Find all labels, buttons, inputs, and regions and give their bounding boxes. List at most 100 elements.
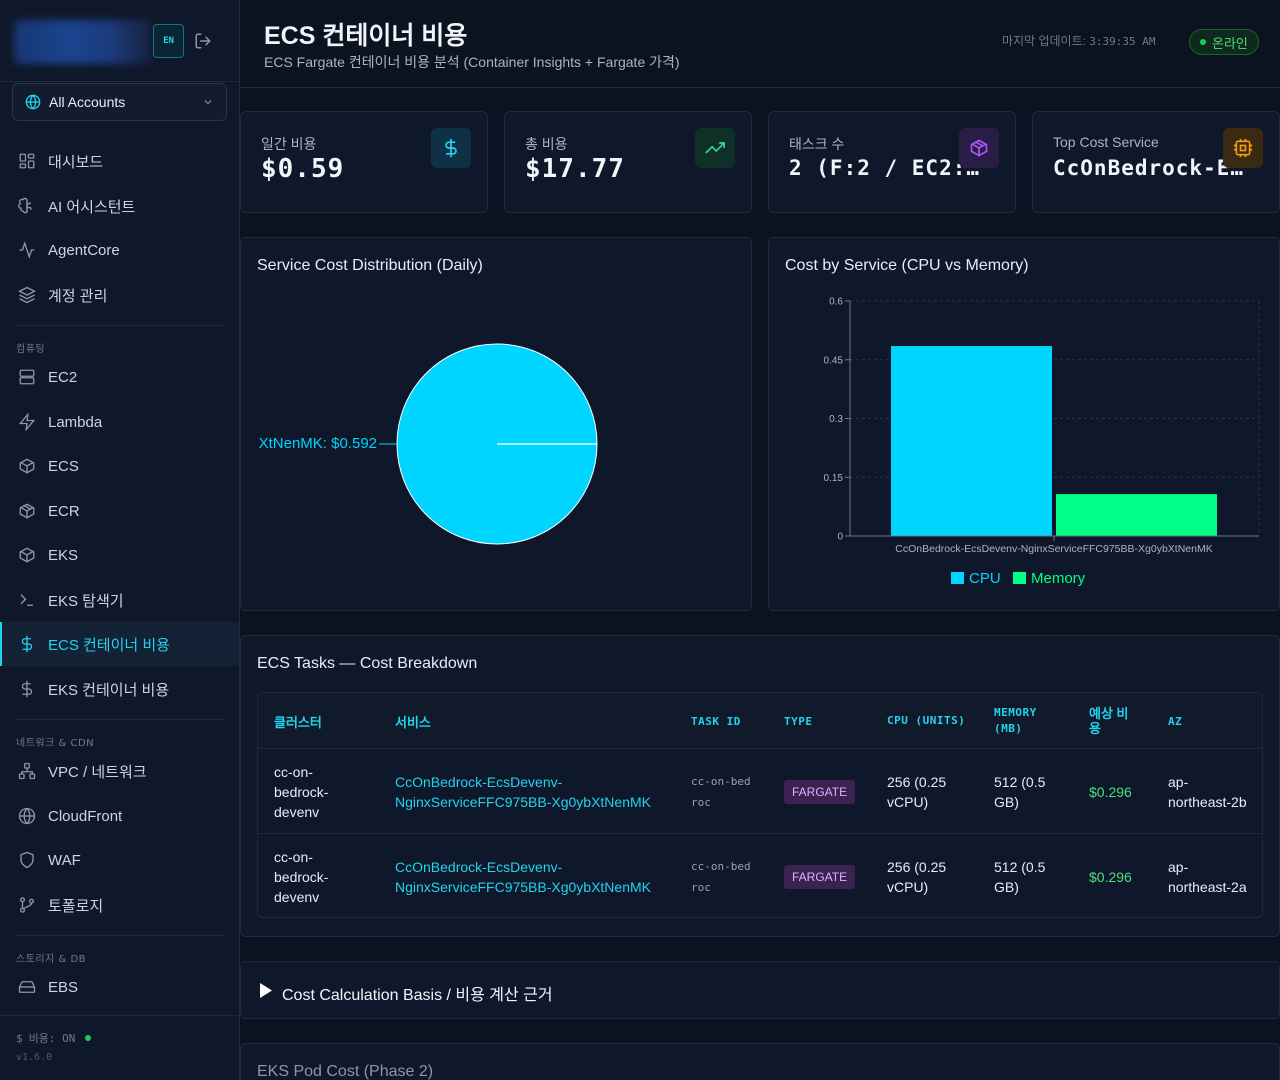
column-header[interactable]: CPU (UNITS) <box>887 714 966 727</box>
pie-chart: XtNenMK: $0.592 <box>259 343 598 545</box>
dollar-icon: $ <box>16 1031 23 1045</box>
logo <box>14 20 152 64</box>
section-label-storage: 스토리지 & DB <box>16 954 87 965</box>
stat-card-total-cost: 총 비용 $17.77 <box>504 111 752 213</box>
sidebar-item-ecs-container-cost[interactable]: ECS 컨테이너 비용 <box>0 622 239 666</box>
sidebar-item-cloudfront[interactable]: CloudFront <box>0 794 239 838</box>
calc-basis-toggle[interactable]: Cost Calculation Basis / 비용 계산 근거 <box>240 961 1280 1019</box>
divider <box>16 935 224 936</box>
table-row[interactable]: cc-on-bedrock-devenv CcOnBedrock-EcsDeve… <box>258 834 1262 917</box>
sidebar-item-label: 대시보드 <box>48 153 104 171</box>
table-header: 클러스터 서비스 TASK ID TYPE CPU (UNITS) MEMORY… <box>258 693 1262 749</box>
sidebar-item-label: CloudFront <box>48 807 123 825</box>
page-header: ECS 컨테이너 비용 ECS Fargate 컨테이너 비용 분석 (Cont… <box>240 0 1280 88</box>
triangle-right-icon <box>260 983 272 998</box>
stat-label: 총 비용 <box>525 136 568 152</box>
account-selector[interactable]: All Accounts <box>12 83 227 121</box>
sidebar-item-accounts[interactable]: 계정 관리 <box>0 273 239 317</box>
bar-chart-card: Cost by Service (CPU vs Memory) 0.6 0.45… <box>768 237 1280 611</box>
cell-task-id: cc-on-bedroc <box>691 859 751 894</box>
sidebar-item-ec2[interactable]: EC2 <box>0 355 239 399</box>
eks-pod-cost-title: EKS Pod Cost (Phase 2) <box>257 1063 434 1080</box>
last-updated: 마지막 업데이트: 3:39:35 AM <box>1002 32 1156 49</box>
globe-icon <box>25 94 41 110</box>
sidebar-item-label: EKS <box>48 546 79 564</box>
column-header[interactable]: 클러스터 <box>274 714 322 730</box>
sidebar-item-waf[interactable]: WAF <box>0 838 239 882</box>
sidebar-item-vpc[interactable]: VPC / 네트워크 <box>0 749 239 793</box>
status-badge: 온라인 <box>1189 29 1259 55</box>
globe-icon <box>18 807 36 825</box>
sidebar-item-ebs[interactable]: EBS <box>0 965 239 1009</box>
sidebar-item-label: EKS 탐색기 <box>48 592 124 610</box>
column-header[interactable]: TYPE <box>784 714 813 728</box>
logout-icon[interactable] <box>194 32 212 50</box>
sidebar-item-topology[interactable]: 토폴로지 <box>0 883 239 927</box>
stat-card-daily-cost: 일간 비용 $0.59 <box>240 111 488 213</box>
cell-service-link[interactable]: CcOnBedrock-EcsDevenv-NginxServiceFFC975… <box>395 773 651 810</box>
bar-cpu[interactable] <box>891 346 1052 536</box>
chevron-down-icon <box>204 100 212 105</box>
sidebar-item-dashboard[interactable]: 대시보드 <box>0 139 239 183</box>
cell-cpu: 256 (0.25 vCPU) <box>887 773 947 810</box>
column-header[interactable]: AZ <box>1168 714 1183 728</box>
column-header[interactable]: 서비스 <box>395 714 431 730</box>
cell-cluster: cc-on-bedrock-devenv <box>274 763 329 820</box>
sidebar-item-label: WAF <box>48 851 81 869</box>
sidebar-item-eks-explorer[interactable]: EKS 탐색기 <box>0 578 239 622</box>
cell-memory: 512 (0.5 GB) <box>994 858 1046 895</box>
box-icon <box>19 547 35 563</box>
dashboard-icon <box>19 153 35 169</box>
sidebar-item-ecr[interactable]: ECR <box>0 489 239 533</box>
stat-card-top-cost-service: Top Cost Service CcOnBedrock-E… <box>1032 111 1280 213</box>
tasks-table-card: ECS Tasks — Cost Breakdown 클러스터 서비스 TASK… <box>240 635 1280 937</box>
eks-pod-cost-card: EKS Pod Cost (Phase 2) <box>240 1043 1280 1080</box>
sidebar-item-label: Lambda <box>48 413 103 431</box>
legend-label-cpu: CPU <box>969 570 1001 587</box>
tasks-table: 클러스터 서비스 TASK ID TYPE CPU (UNITS) MEMORY… <box>257 692 1263 918</box>
divider <box>16 719 224 720</box>
sidebar-item-ai-assistant[interactable]: AI 어시스턴트 <box>0 184 239 228</box>
cell-service-link[interactable]: CcOnBedrock-EcsDevenv-NginxServiceFFC975… <box>395 858 651 895</box>
pie-chart-title: Service Cost Distribution (Daily) <box>257 257 483 274</box>
pie-slice-label: XtNenMK: $0.592 <box>259 435 377 452</box>
status-dot-icon <box>85 1035 92 1041</box>
box-icon <box>19 458 35 474</box>
column-header[interactable]: MEMORY (MB) <box>994 706 1037 735</box>
dollar-icon <box>21 680 33 698</box>
bar-memory[interactable] <box>1056 494 1217 536</box>
y-tick-label: 0.15 <box>824 473 844 484</box>
legend-label-memory: Memory <box>1031 570 1086 587</box>
dollar-icon <box>21 635 33 653</box>
dollar-icon <box>431 128 471 168</box>
tasks-table-title: ECS Tasks — Cost Breakdown <box>257 655 478 672</box>
column-header[interactable]: 예상 비용 <box>1089 706 1129 736</box>
sidebar-item-label: AI 어시스턴트 <box>48 198 136 216</box>
language-toggle-button[interactable]: EN <box>153 24 184 58</box>
cell-az: ap-northeast-2a <box>1168 858 1247 895</box>
sidebar-item-label: ECR <box>48 502 80 520</box>
sidebar-footer: $ 비용: ON v1.6.0 <box>0 1015 239 1080</box>
sidebar-item-eks-container-cost[interactable]: EKS 컨테이너 비용 <box>0 667 239 711</box>
y-tick-label: 0.3 <box>829 414 843 425</box>
sidebar-item-ecs[interactable]: ECS <box>0 444 239 488</box>
column-header[interactable]: TASK ID <box>691 714 741 728</box>
cell-cpu: 256 (0.25 vCPU) <box>887 858 947 895</box>
brain-icon <box>18 197 32 214</box>
box-icon <box>959 128 999 168</box>
legend-swatch-memory <box>1013 572 1026 584</box>
zap-icon <box>18 413 36 431</box>
table-row[interactable]: cc-on-bedrock-devenv CcOnBedrock-EcsDeve… <box>258 749 1262 834</box>
cell-type: FARGATE <box>784 749 856 834</box>
trending-up-icon <box>695 128 735 168</box>
stat-label: Top Cost Service <box>1053 134 1159 150</box>
sidebar-item-lambda[interactable]: Lambda <box>0 400 239 444</box>
cell-task-id: cc-on-bedroc <box>691 774 751 809</box>
stat-value: $17.77 <box>525 154 625 184</box>
cell-az: ap-northeast-2b <box>1168 773 1247 810</box>
sidebar-item-agentcore[interactable]: AgentCore <box>0 228 239 272</box>
sidebar-item-eks[interactable]: EKS <box>0 533 239 577</box>
stat-value: CcOnBedrock-E… <box>1053 156 1245 180</box>
x-category-label: CcOnBedrock-EcsDevenv-NginxServiceFFC975… <box>895 543 1212 555</box>
hard-drive-icon <box>18 981 36 993</box>
